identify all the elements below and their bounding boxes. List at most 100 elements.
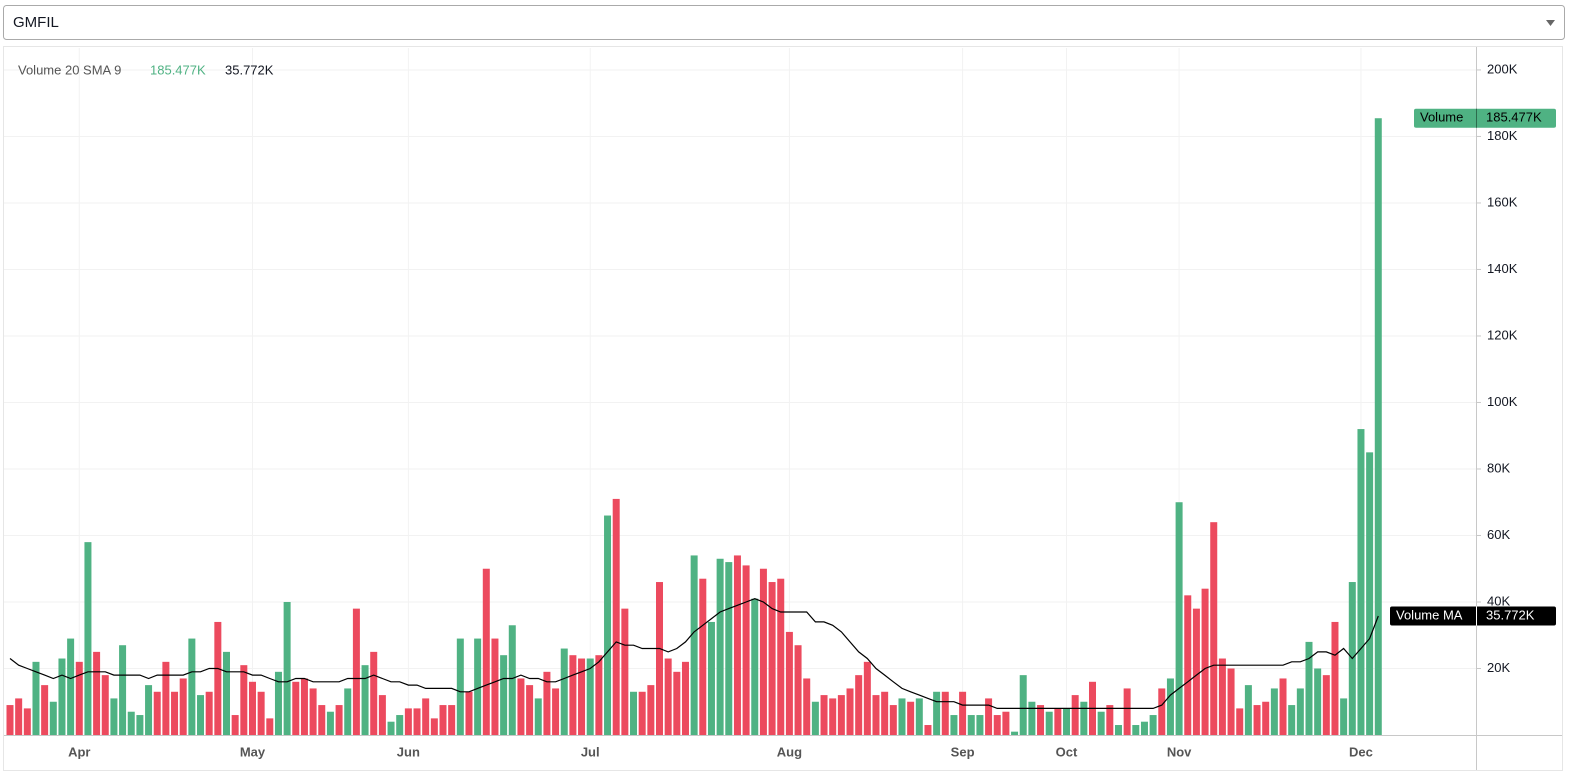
volume-bar [1019,675,1027,735]
volume-bar [205,691,213,735]
volume-bar [1011,731,1019,735]
volume-bar [110,698,118,735]
volume-bar [456,638,464,735]
volume-bar [257,691,265,735]
volume-bar [1002,711,1010,735]
volume-bar [604,515,612,735]
volume-bar [378,695,386,735]
volume-bar [1097,711,1105,735]
y-tick-label: 20K [1487,660,1510,675]
volume-bar [1123,688,1131,735]
volume-bar [638,691,646,735]
volume-bar [586,658,594,735]
volume-bar [811,701,819,735]
volume-bar [742,565,750,735]
volume-bar [491,638,499,735]
volume-bar [881,691,889,735]
volume-bar [552,688,560,735]
volume-bar [716,558,724,735]
grid [4,48,1476,735]
volume-bar [621,608,629,735]
volume-bar [976,715,984,735]
volume-bar [959,691,967,735]
volume-bar [950,715,958,735]
volume-bar [1227,668,1235,735]
volume-bar [1374,118,1382,735]
volume-bar [759,568,767,735]
volume-bar [1175,502,1183,735]
volume-bar [162,661,170,735]
volume-tag-name: Volume [1420,110,1463,125]
volume-bar [1114,725,1122,735]
volume-bar [145,685,153,735]
volume-bar [630,691,638,735]
volume-bar [361,665,369,735]
volume-bar [1210,522,1218,735]
x-tick-label: Jul [581,744,600,759]
volume-bar [690,555,698,735]
volume-bar [1045,711,1053,735]
volume-bar [335,705,343,735]
volume-bar [300,678,308,735]
volume-bar [1331,621,1339,735]
volume-bar [993,715,1001,735]
volume-bar [924,725,932,735]
volume-bar [1201,588,1209,735]
volume-bar [595,655,603,735]
dropdown-arrow [1546,20,1555,26]
volume-bar [794,645,802,735]
volume-bar [179,678,187,735]
volume-bar [1184,595,1192,735]
x-tick-label: Apr [68,744,90,759]
volume-bar [439,705,447,735]
volume-bar [829,698,837,735]
x-tick-label: May [240,744,266,759]
volume-bar [517,678,525,735]
volume-bar [725,562,733,735]
volume-bar [153,691,161,735]
y-tick-label: 60K [1487,527,1510,542]
volume-bar [803,678,811,735]
volume-bar [500,655,508,735]
volume-bar [49,701,57,735]
volume-bar [326,711,334,735]
volume-bar [352,608,360,735]
x-tick-label: Sep [951,744,975,759]
volume-bar [344,688,352,735]
x-tick-label: Oct [1056,744,1078,759]
volume-bar [837,695,845,735]
volume-bar [214,621,222,735]
volume-bar [1366,452,1374,735]
volume-bar [1218,658,1226,735]
y-tick-label: 160K [1487,194,1518,209]
volume-bar [820,695,828,735]
volume-bar [1270,688,1278,735]
volume-bar [733,555,741,735]
volume-bar [681,661,689,735]
volume-bar [58,658,66,735]
volume-bar [482,568,490,735]
volume-bar [93,651,101,735]
y-tick-label: 140K [1487,261,1518,276]
volume-bar [430,718,438,735]
volume-bar [863,661,871,735]
dropdown-value: GMFIL [13,14,59,31]
volume-bar [673,671,681,735]
volume-bar [1244,685,1252,735]
ma-line [9,598,1379,709]
volume-tag-value: 185.477K [1486,110,1542,125]
volume-bar [75,661,83,735]
volume-bar [465,691,473,735]
volume-bar [41,685,49,735]
volume-bar [1063,708,1071,735]
volume-bar [985,698,993,735]
volume-bar [578,658,586,735]
symbol-dropdown[interactable] [3,5,1565,40]
x-tick-label: Nov [1167,744,1192,759]
volume-bar [1037,705,1045,735]
volume-bar [967,715,975,735]
volume-bar [1140,721,1148,735]
volume-bar [283,601,291,735]
